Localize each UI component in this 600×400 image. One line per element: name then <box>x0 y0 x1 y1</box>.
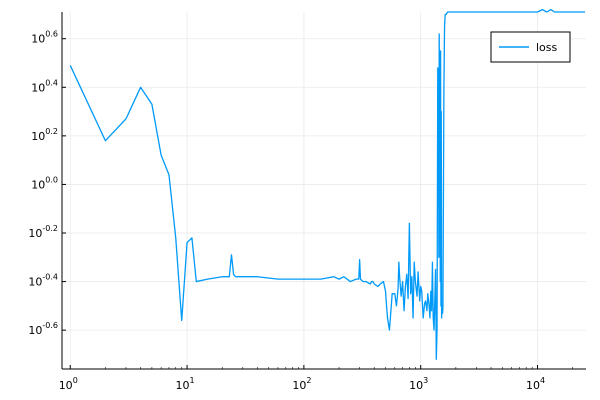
x-tick-base: 10 <box>409 379 423 392</box>
y-tick-base: 10 <box>28 276 42 289</box>
x-tick-exponent: 4 <box>540 376 545 385</box>
y-tick-base: 10 <box>31 33 45 46</box>
y-tick-exponent: 0.4 <box>45 78 58 87</box>
y-tick-exponent: 0.6 <box>45 30 58 39</box>
x-tick-exponent: 0 <box>73 376 78 385</box>
x-tick-label: 101 <box>176 376 195 392</box>
x-tick-base: 10 <box>176 379 190 392</box>
y-tick-base: 10 <box>31 81 45 94</box>
x-tick-label: 104 <box>526 376 545 392</box>
x-tick-label: 102 <box>292 376 311 392</box>
y-tick-base: 10 <box>28 227 42 240</box>
x-tick-exponent: 3 <box>423 376 428 385</box>
y-tick-exponent: 0.0 <box>45 175 58 184</box>
y-tick-exponent: -0.4 <box>42 273 58 282</box>
y-tick-base: 10 <box>28 324 42 337</box>
y-tick-label: 100.4 <box>31 78 58 94</box>
x-tick-base: 10 <box>292 379 306 392</box>
y-tick-label: 10-0.2 <box>28 224 58 240</box>
x-tick-label: 100 <box>59 376 78 392</box>
x-tick-label: 103 <box>409 376 428 392</box>
y-tick-label: 10-0.4 <box>28 273 58 289</box>
y-tick-label: 10-0.6 <box>28 321 58 337</box>
series-group <box>69 8 586 360</box>
x-tick-labels: 100 101 102 103 104 <box>59 376 545 392</box>
y-tick-label: 100.0 <box>31 175 58 191</box>
y-tick-exponent: -0.6 <box>42 321 58 330</box>
x-tick-exponent: 1 <box>190 376 195 385</box>
grid <box>62 12 586 369</box>
legend-label: loss <box>536 41 558 54</box>
y-tick-label: 100.2 <box>31 127 58 143</box>
y-tick-exponent: 0.2 <box>45 127 58 136</box>
y-tick-base: 10 <box>31 178 45 191</box>
x-tick-base: 10 <box>526 379 540 392</box>
x-tick-base: 10 <box>59 379 73 392</box>
y-tick-label: 100.6 <box>31 30 58 46</box>
legend: loss <box>490 31 571 63</box>
axes <box>61 12 586 370</box>
y-tick-base: 10 <box>31 130 45 143</box>
y-tick-exponent: -0.2 <box>42 224 58 233</box>
series-line-loss <box>69 8 586 360</box>
x-tick-exponent: 2 <box>306 376 311 385</box>
